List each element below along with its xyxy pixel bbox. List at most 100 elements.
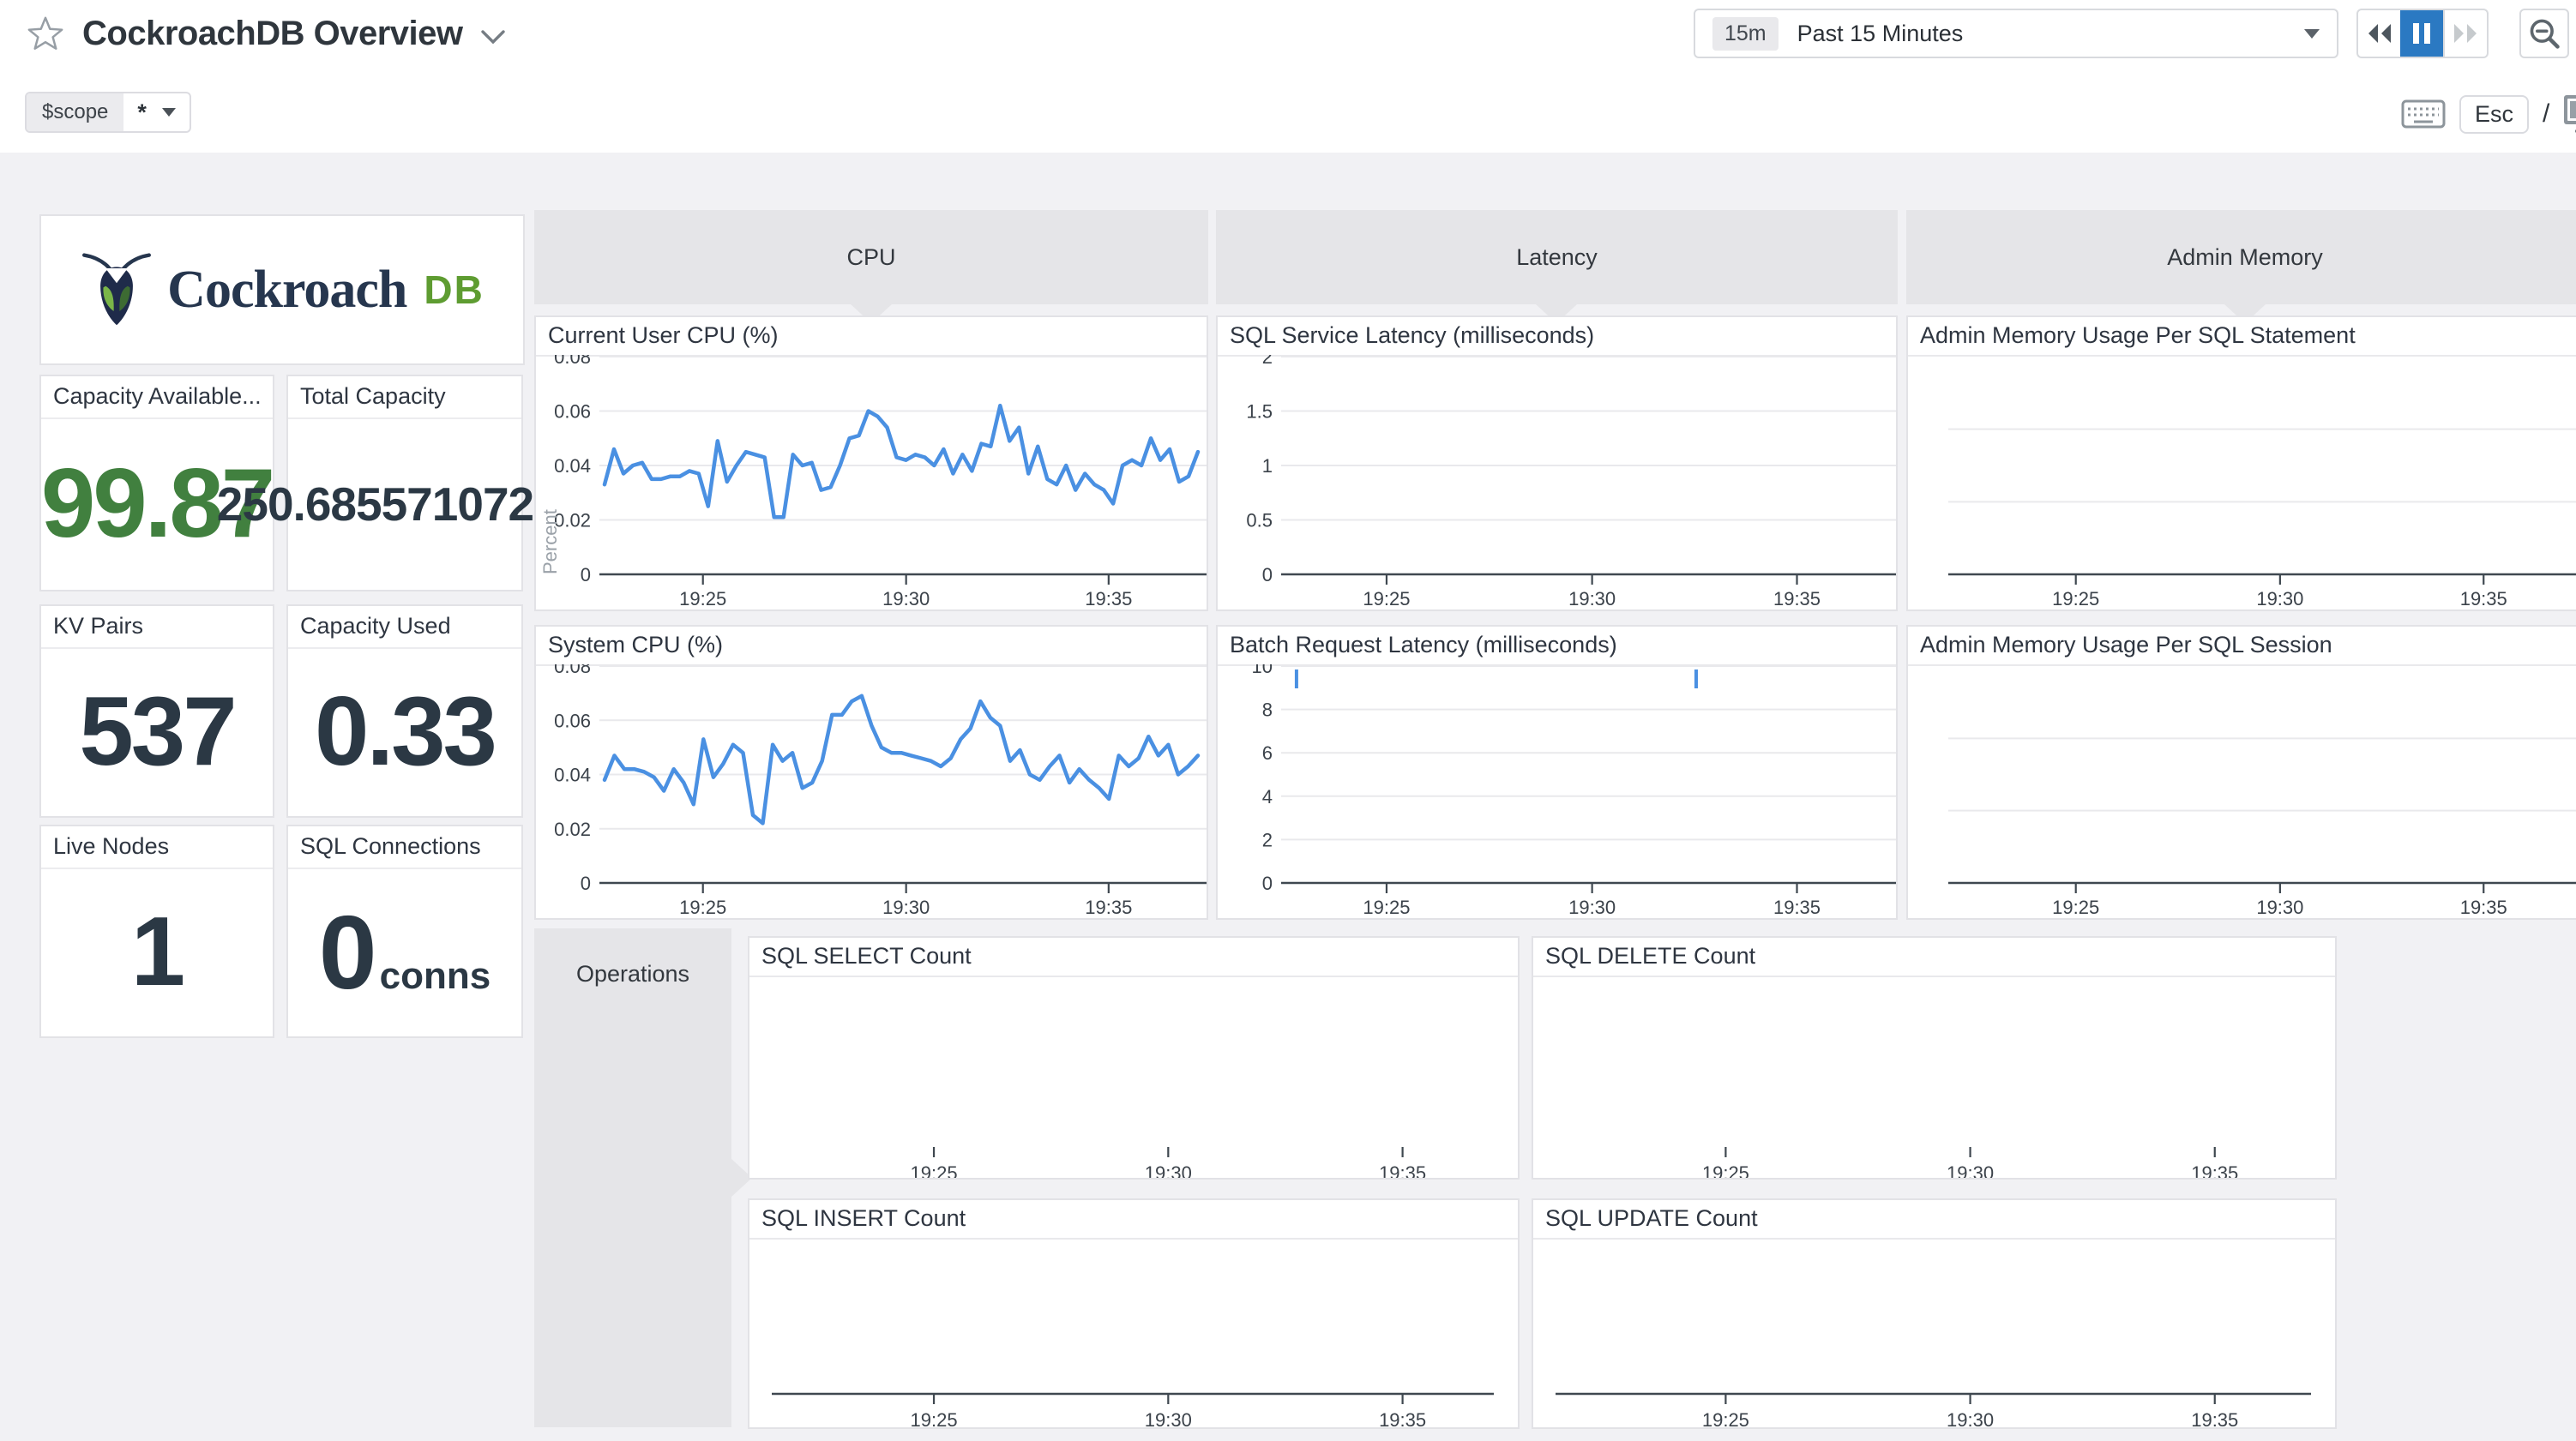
stat-label: SQL Connections — [288, 826, 521, 869]
chart-title: SQL SELECT Count — [749, 938, 1518, 977]
svg-text:0.5: 0.5 — [1246, 510, 1273, 531]
favorite-star-icon[interactable] — [26, 14, 65, 53]
svg-text:19:30: 19:30 — [1145, 1409, 1192, 1427]
stat-card-capacity-used: Capacity Used 0.33 — [286, 604, 523, 818]
rewind-button[interactable] — [2358, 10, 2400, 57]
svg-text:19:30: 19:30 — [882, 897, 930, 918]
svg-text:19:30: 19:30 — [2256, 897, 2303, 918]
scope-filter[interactable]: $scope * — [25, 92, 191, 133]
chart-card-admin-memory-statement: Admin Memory Usage Per SQL Statement 19:… — [1906, 315, 2576, 611]
svg-text:0.04: 0.04 — [554, 765, 591, 786]
svg-text:19:35: 19:35 — [2460, 588, 2507, 609]
stat-value: 0.33 — [315, 677, 497, 786]
system-cpu-chart[interactable]: 0.08 0.06 0.04 0.02 0 19:25 19:30 19:35 — [536, 664, 1207, 918]
admin-memory-session-chart[interactable]: 19:25 19:30 19:35 — [1908, 664, 2576, 918]
timerange-select[interactable]: 15m Past 15 Minutes — [1694, 9, 2338, 58]
sql-insert-count-chart[interactable]: 19:25 19:30 19:35 — [749, 1238, 1518, 1427]
chart-title: Admin Memory Usage Per SQL Session — [1908, 627, 2576, 666]
chart-card-system-cpu: System CPU (%) 0.08 0.06 0.04 0.02 0 19:25 19:… — [534, 625, 1208, 920]
svg-text:19:35: 19:35 — [2191, 1162, 2238, 1178]
chart-title: SQL INSERT Count — [749, 1200, 1518, 1240]
group-header-latency: Latency — [1216, 210, 1898, 304]
svg-text:19:25: 19:25 — [1363, 588, 1410, 609]
sql-delete-count-chart[interactable]: 19:25 19:30 19:35 — [1533, 976, 2335, 1178]
chart-title: Current User CPU (%) — [536, 317, 1207, 357]
stat-value: 1 — [130, 898, 185, 1006]
pause-button[interactable] — [2400, 10, 2443, 57]
svg-text:2: 2 — [1262, 355, 1273, 368]
svg-text:19:30: 19:30 — [1145, 1162, 1192, 1178]
scope-key-label: $scope — [27, 93, 124, 131]
admin-memory-statement-chart[interactable]: 19:25 19:30 19:35 — [1908, 355, 2576, 609]
svg-text:0.08: 0.08 — [554, 664, 591, 677]
svg-text:0.02: 0.02 — [554, 510, 591, 531]
stat-card-kv-pairs: KV Pairs 537 — [39, 604, 274, 818]
scope-value: * — [137, 99, 147, 125]
logo-card: Cockroach DB — [39, 214, 525, 365]
svg-text:19:25: 19:25 — [679, 588, 726, 609]
current-user-cpu-chart[interactable]: 0.08 0.06 0.04 0.02 0 19:25 19:30 19:35 — [536, 355, 1207, 609]
logo-wordmark: Cockroach — [167, 260, 407, 319]
svg-text:19:25: 19:25 — [911, 1162, 958, 1178]
y-axis-label: Percent — [539, 509, 561, 574]
svg-text:19:30: 19:30 — [1947, 1162, 1994, 1178]
group-label: Admin Memory — [2167, 244, 2323, 270]
tv-mode-icon[interactable] — [2563, 94, 2576, 134]
fast-forward-button[interactable] — [2442, 10, 2487, 57]
stat-card-total-capacity: Total Capacity 250.6855710720 GB — [217, 375, 593, 591]
sql-select-count-chart[interactable]: 19:25 19:30 19:35 — [749, 976, 1518, 1178]
svg-text:19:25: 19:25 — [1363, 897, 1410, 918]
group-label: Operations — [575, 961, 690, 987]
svg-text:19:30: 19:30 — [882, 588, 930, 609]
svg-text:0.06: 0.06 — [554, 401, 591, 423]
svg-text:19:30: 19:30 — [2256, 588, 2303, 609]
chart-card-sql-insert-count: SQL INSERT Count 19:25 19:30 19:35 — [748, 1198, 1520, 1429]
rewind-icon — [2368, 24, 2391, 43]
stat-label: Live Nodes — [41, 826, 273, 869]
batch-request-latency-chart[interactable]: 10 8 6 4 2 0 19:25 19:30 19:35 — [1218, 664, 1896, 918]
group-label: Latency — [1516, 244, 1598, 270]
svg-text:19:30: 19:30 — [1947, 1409, 1994, 1427]
chart-title: Batch Request Latency (milliseconds) — [1218, 627, 1896, 666]
chart-title: SQL DELETE Count — [1533, 938, 2335, 977]
keyboard-icon[interactable] — [2401, 99, 2446, 129]
svg-text:19:35: 19:35 — [1773, 897, 1821, 918]
stat-card-sql-connections: SQL Connections 0 conns — [286, 825, 523, 1038]
svg-text:19:35: 19:35 — [1773, 588, 1821, 609]
shortcut-hints: Esc / — [2401, 94, 2576, 134]
scope-value-select[interactable]: * — [123, 93, 190, 131]
chart-card-current-user-cpu: Current User CPU (%) 0.08 0.06 0.04 0.02 0 19… — [534, 315, 1208, 611]
cockroach-bug-icon — [82, 253, 152, 326]
timerange-badge: 15m — [1712, 16, 1779, 51]
svg-text:19:30: 19:30 — [1568, 588, 1616, 609]
title-chevron-down-icon[interactable] — [480, 29, 506, 45]
svg-text:4: 4 — [1262, 786, 1273, 808]
svg-text:0.08: 0.08 — [554, 355, 591, 368]
svg-text:19:35: 19:35 — [1085, 588, 1132, 609]
chart-card-sql-update-count: SQL UPDATE Count 19:25 19:30 19:35 — [1532, 1198, 2337, 1429]
page-title: CockroachDB Overview — [82, 14, 463, 52]
zoom-out-button[interactable] — [2519, 9, 2569, 58]
svg-text:0: 0 — [581, 873, 591, 894]
chart-title: SQL UPDATE Count — [1533, 1200, 2335, 1240]
sql-service-latency-chart[interactable]: 2 1.5 1 0.5 0 19:25 19:30 19:35 — [1218, 355, 1896, 609]
stat-value: 537 — [79, 677, 237, 786]
stat-unit: conns — [379, 954, 491, 997]
svg-text:1.5: 1.5 — [1246, 401, 1273, 423]
group-header-operations: Operations — [534, 928, 731, 1427]
svg-text:0: 0 — [581, 564, 591, 585]
playback-controls — [2356, 9, 2489, 58]
esc-key-hint: Esc — [2459, 94, 2530, 134]
stat-label: Capacity Used — [288, 606, 521, 649]
stat-label: Capacity Available... — [41, 376, 273, 419]
svg-text:19:35: 19:35 — [1085, 897, 1132, 918]
svg-text:19:35: 19:35 — [2191, 1409, 2238, 1427]
stat-card-capacity-available: Capacity Available... 99.87 — [39, 375, 275, 591]
svg-text:0.04: 0.04 — [554, 455, 591, 477]
svg-text:19:25: 19:25 — [679, 897, 726, 918]
sql-update-count-chart[interactable]: 19:25 19:30 19:35 — [1533, 1238, 2335, 1427]
svg-text:19:25: 19:25 — [2052, 897, 2099, 918]
svg-text:2: 2 — [1262, 829, 1273, 850]
caret-down-icon — [161, 108, 176, 117]
